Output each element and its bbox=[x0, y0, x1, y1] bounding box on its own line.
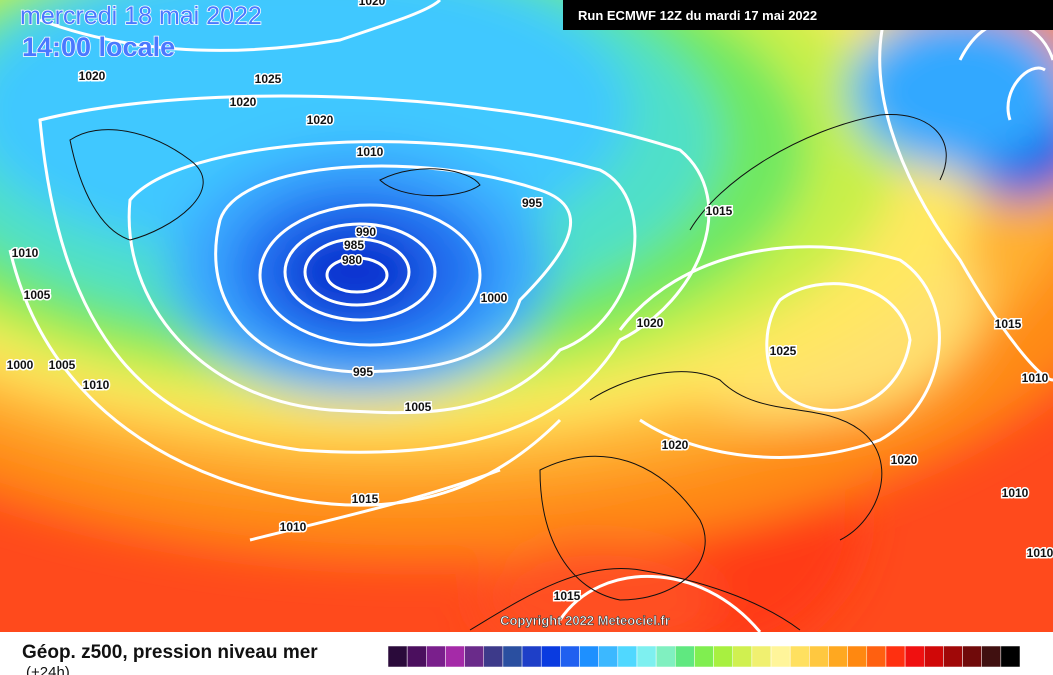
scale-swatch bbox=[770, 645, 791, 668]
isobar-label: 1015 bbox=[706, 204, 733, 218]
isobar-label: 1000 bbox=[7, 358, 34, 372]
isobar-label: 1020 bbox=[359, 0, 386, 8]
scale-swatch bbox=[943, 645, 963, 668]
time: 14:00 locale bbox=[22, 32, 175, 62]
scale-swatch bbox=[904, 645, 925, 668]
isobar-label: 1025 bbox=[770, 344, 797, 358]
isobar-label: 1000 bbox=[481, 291, 508, 305]
scale-swatch bbox=[866, 645, 887, 668]
scale-swatch bbox=[885, 645, 906, 668]
scale-swatch bbox=[406, 645, 427, 668]
isobar-label: 980 bbox=[342, 253, 362, 267]
scale-swatch bbox=[981, 645, 1002, 668]
isobar-label: 1010 bbox=[1027, 546, 1053, 560]
isobar-label: 1020 bbox=[637, 316, 664, 330]
isobar-label: 1020 bbox=[891, 453, 918, 467]
isobar-label: 990 bbox=[356, 225, 376, 239]
isobar-label: 1015 bbox=[352, 492, 379, 506]
isobar-label: 1005 bbox=[49, 358, 76, 372]
isobar-label: 995 bbox=[522, 196, 542, 210]
coastlines bbox=[69, 113, 947, 631]
map-field bbox=[0, 0, 1053, 632]
isobar-label: 1020 bbox=[307, 113, 334, 127]
isobar-label: 985 bbox=[344, 238, 364, 252]
isobar-label: 1020 bbox=[230, 95, 257, 109]
scale-swatch bbox=[483, 645, 504, 668]
isobar-label: 1010 bbox=[12, 246, 39, 260]
scale-swatch bbox=[617, 645, 638, 668]
scale-swatch bbox=[521, 645, 542, 668]
scale-swatch bbox=[387, 645, 408, 668]
copyright: Copyright 2022 Meteociel.fr bbox=[500, 613, 670, 628]
isobar-label: 1010 bbox=[1002, 486, 1029, 500]
isobar-label: 995 bbox=[353, 365, 373, 379]
isobar-label: 1025 bbox=[255, 72, 282, 86]
isobar-label: 1005 bbox=[24, 288, 51, 302]
scale-swatch bbox=[732, 645, 753, 668]
isobar-label: 1020 bbox=[662, 438, 689, 452]
isobar-label: 1010 bbox=[1022, 371, 1049, 385]
isobar-label: 1015 bbox=[554, 589, 581, 603]
scale-swatch bbox=[713, 645, 733, 668]
legend-title: Géop. z500, pression niveau mer bbox=[22, 642, 318, 663]
isobar-label: 1010 bbox=[357, 145, 384, 159]
run-box bbox=[563, 0, 1053, 30]
scale-swatch bbox=[636, 645, 657, 668]
isobar-label: 1005 bbox=[405, 400, 432, 414]
scale-swatch bbox=[502, 645, 523, 668]
isobar-label: 1010 bbox=[280, 520, 307, 534]
scale-swatch bbox=[962, 645, 982, 668]
scale-swatch bbox=[751, 645, 772, 668]
scale-swatch bbox=[694, 645, 714, 668]
scale-swatch bbox=[789, 645, 810, 668]
isobar-label: 1010 bbox=[83, 378, 110, 392]
scale-swatch bbox=[655, 645, 676, 668]
scale-swatch bbox=[923, 645, 944, 668]
scale-swatch bbox=[579, 645, 599, 668]
isobar-label: 1020 bbox=[79, 69, 106, 83]
isobars bbox=[8, 0, 1053, 632]
scale-swatch bbox=[540, 645, 561, 668]
scale-swatch bbox=[445, 645, 465, 668]
scale-swatch bbox=[598, 645, 619, 668]
scale-swatch bbox=[464, 645, 485, 668]
scale-swatch bbox=[847, 645, 868, 668]
isobar-label: 1015 bbox=[995, 317, 1022, 331]
scale-swatch bbox=[828, 645, 848, 668]
legend-subtitle: (+24h) bbox=[26, 664, 70, 675]
scale-swatch bbox=[675, 645, 695, 668]
scale-swatch bbox=[426, 645, 446, 668]
scale-swatch bbox=[809, 645, 829, 668]
run-label: Run ECMWF 12Z du mardi 17 mai 2022 bbox=[578, 8, 817, 23]
scale-swatch bbox=[560, 645, 580, 668]
scale-swatch bbox=[1000, 645, 1021, 668]
date: mercredi 18 mai 2022 bbox=[20, 2, 262, 30]
